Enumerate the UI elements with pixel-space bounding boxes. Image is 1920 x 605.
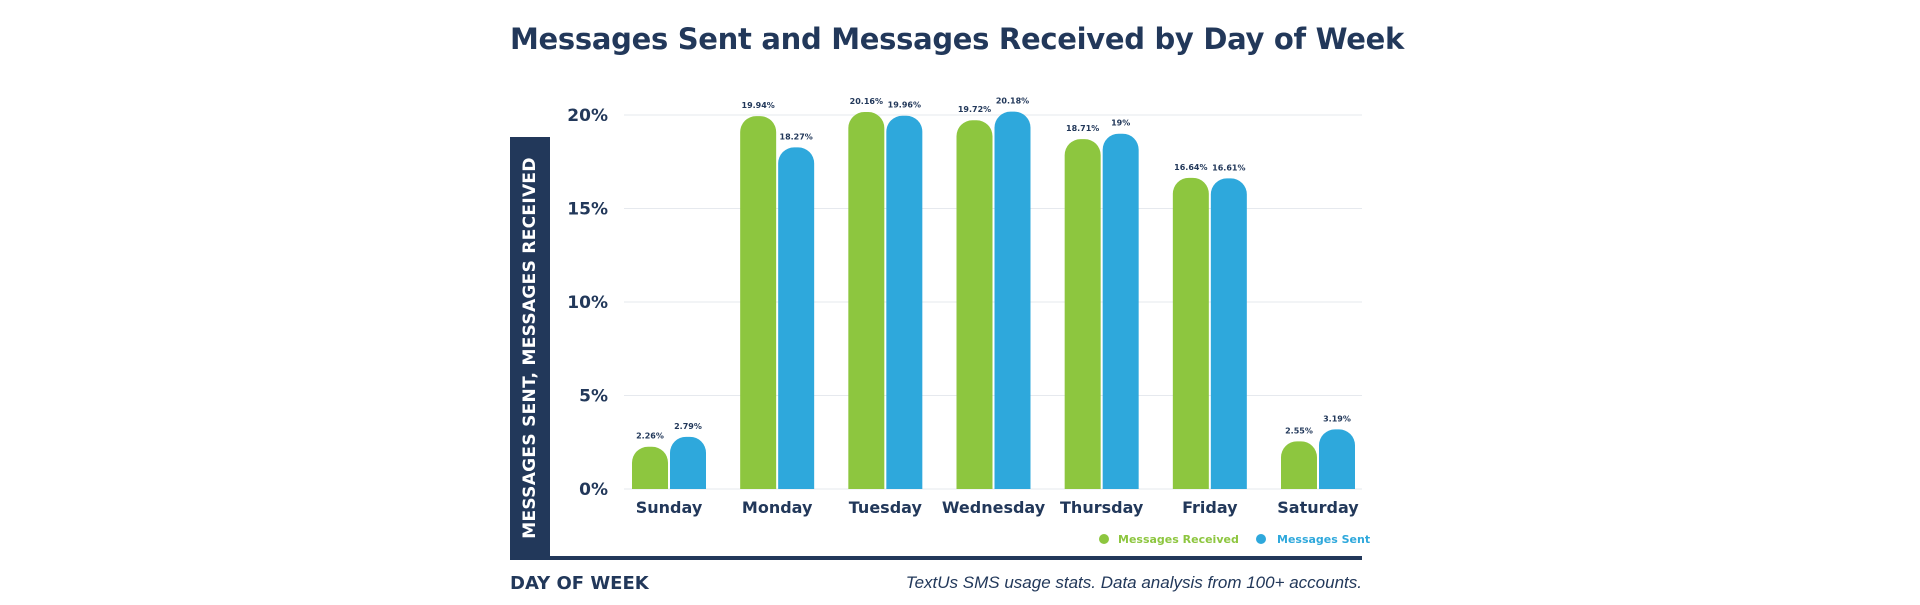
bar-received-saturday	[1281, 441, 1317, 489]
y-axis-title: MESSAGES SENT, MESSAGES RECEIVED	[520, 157, 540, 539]
legend: Messages Received Messages Sent	[1099, 533, 1370, 546]
bar-sent-wednesday	[994, 111, 1031, 489]
x-tick-label: Monday	[742, 498, 813, 517]
data-label: 19.72%	[958, 105, 991, 114]
data-label-layer: 2.26% 2.79% 19.94% 18.27% 20.16% 19.96% 19.72%…	[636, 97, 1351, 441]
data-label: 16.64%	[1174, 163, 1207, 172]
y-tick-label: 5%	[579, 387, 608, 407]
bar-received-thursday	[1064, 139, 1101, 490]
x-tick-label: Tuesday	[849, 498, 923, 517]
data-label: 3.19%	[1323, 414, 1351, 423]
x-tick-label: Thursday	[1060, 498, 1144, 517]
bar-received-monday	[740, 116, 777, 489]
y-tick-label: 20%	[567, 106, 608, 126]
grid-layer	[624, 114, 1362, 490]
data-label: 18.27%	[780, 132, 813, 141]
y-tick-layer: 0% 5% 10% 15% 20%	[567, 106, 608, 500]
legend-label: Messages Received	[1118, 533, 1239, 546]
bar-sent-tuesday	[886, 115, 923, 490]
x-axis-title: DAY OF WEEK	[510, 573, 649, 594]
data-label: 19.96%	[888, 101, 921, 110]
x-tick-label: Sunday	[636, 498, 703, 517]
category-label-layer: Sunday Monday Tuesday Wednesday Thursday Frid…	[636, 498, 1360, 517]
bar-sent-thursday	[1102, 133, 1139, 489]
bar-received-wednesday	[956, 120, 993, 490]
bar-sent-saturday	[1319, 429, 1355, 489]
bar-layer	[632, 111, 1355, 490]
footnote: TextUs SMS usage stats. Data analysis fr…	[905, 573, 1362, 592]
bar-sent-sunday	[670, 436, 706, 489]
bar-received-friday	[1172, 177, 1209, 489]
data-label: 19%	[1111, 119, 1130, 128]
legend-label: Messages Sent	[1277, 533, 1370, 546]
data-label: 16.61%	[1212, 163, 1245, 172]
legend-marker	[1099, 534, 1109, 544]
bar-received-sunday	[632, 446, 668, 489]
data-label: 18.71%	[1066, 124, 1099, 133]
bar-sent-friday	[1210, 178, 1247, 489]
y-tick-label: 10%	[567, 293, 608, 313]
data-label: 2.55%	[1285, 426, 1313, 435]
y-tick-label: 0%	[579, 480, 608, 500]
x-tick-label: Saturday	[1277, 498, 1359, 517]
data-label: 2.26%	[636, 432, 664, 441]
bar-received-tuesday	[848, 112, 885, 490]
x-tick-label: Friday	[1182, 498, 1238, 517]
y-tick-label: 15%	[567, 200, 608, 220]
data-label: 20.18%	[996, 97, 1029, 106]
data-label: 20.16%	[850, 97, 883, 106]
data-label: 2.79%	[674, 422, 702, 431]
chart-title: Messages Sent and Messages Received by D…	[510, 22, 1404, 56]
x-tick-label: Wednesday	[942, 498, 1046, 517]
legend-marker	[1256, 534, 1266, 544]
bar-sent-monday	[778, 147, 815, 489]
y-axis-band	[510, 137, 550, 559]
bottom-rule	[510, 556, 1362, 560]
data-label: 19.94%	[742, 101, 775, 110]
